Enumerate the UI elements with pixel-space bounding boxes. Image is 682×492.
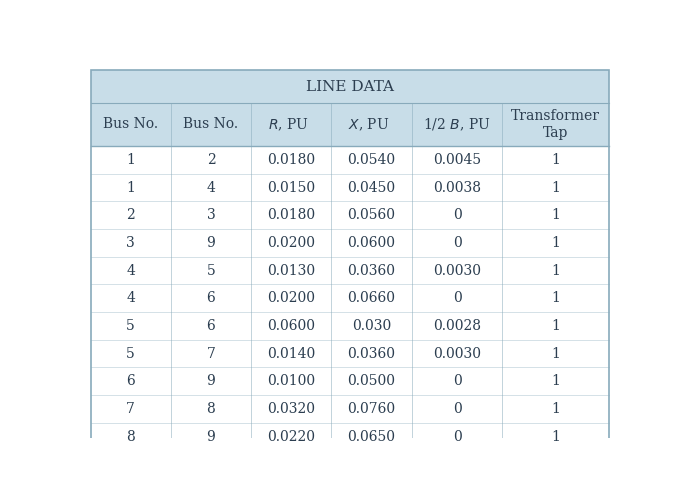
Text: $\it{X}$, PU: $\it{X}$, PU: [349, 116, 389, 132]
Text: 0.0030: 0.0030: [433, 346, 481, 361]
Text: 2: 2: [126, 208, 135, 222]
Text: 9: 9: [207, 430, 216, 444]
Text: 0: 0: [453, 374, 462, 388]
Text: 5: 5: [126, 319, 135, 333]
Text: 0: 0: [453, 236, 462, 250]
Text: 0.0030: 0.0030: [433, 264, 481, 277]
Text: 1/2 $\it{B}$, PU: 1/2 $\it{B}$, PU: [424, 116, 491, 132]
Text: 0.0600: 0.0600: [267, 319, 315, 333]
Text: 5: 5: [126, 346, 135, 361]
Text: 1: 1: [551, 430, 560, 444]
Text: 0.0200: 0.0200: [267, 291, 315, 305]
Text: $\it{R}$, PU: $\it{R}$, PU: [268, 116, 309, 132]
Text: 1: 1: [551, 291, 560, 305]
Text: 1: 1: [126, 181, 135, 195]
Text: 8: 8: [126, 430, 135, 444]
Text: 0.0560: 0.0560: [348, 208, 396, 222]
Text: 1: 1: [126, 153, 135, 167]
Text: 0.0028: 0.0028: [433, 319, 481, 333]
Text: 0.0180: 0.0180: [267, 153, 315, 167]
Text: 6: 6: [207, 319, 216, 333]
Text: 8: 8: [207, 402, 216, 416]
Text: 0.030: 0.030: [352, 319, 391, 333]
Text: 1: 1: [551, 319, 560, 333]
Text: 0.0200: 0.0200: [267, 236, 315, 250]
Text: 4: 4: [207, 181, 216, 195]
Text: Bus No.: Bus No.: [183, 118, 239, 131]
Text: 6: 6: [126, 374, 135, 388]
Text: 1: 1: [551, 181, 560, 195]
Text: Tap: Tap: [543, 126, 568, 140]
Text: 7: 7: [126, 402, 135, 416]
Text: 0.0360: 0.0360: [348, 346, 396, 361]
Text: Bus No.: Bus No.: [103, 118, 158, 131]
Text: 0.0540: 0.0540: [347, 153, 396, 167]
Text: 0.0100: 0.0100: [267, 374, 315, 388]
Text: 0.0045: 0.0045: [433, 153, 481, 167]
Text: 2: 2: [207, 153, 216, 167]
Text: 0: 0: [453, 208, 462, 222]
Text: 0: 0: [453, 430, 462, 444]
Text: 0.0600: 0.0600: [348, 236, 396, 250]
Text: 1: 1: [551, 346, 560, 361]
Text: 0.0140: 0.0140: [267, 346, 315, 361]
Text: 0.0450: 0.0450: [347, 181, 396, 195]
Text: 1: 1: [551, 402, 560, 416]
Text: 0.0660: 0.0660: [348, 291, 396, 305]
Text: 0.0320: 0.0320: [267, 402, 315, 416]
Text: LINE DATA: LINE DATA: [306, 80, 394, 93]
Text: 1: 1: [551, 153, 560, 167]
Text: 0.0650: 0.0650: [348, 430, 396, 444]
Text: 0: 0: [453, 402, 462, 416]
Text: 0.0038: 0.0038: [433, 181, 481, 195]
Text: 9: 9: [207, 236, 216, 250]
Text: 3: 3: [126, 236, 135, 250]
Text: 0: 0: [453, 291, 462, 305]
Text: 1: 1: [551, 374, 560, 388]
Text: 3: 3: [207, 208, 216, 222]
Text: 9: 9: [207, 374, 216, 388]
Bar: [91, 70, 608, 103]
Text: 0.0360: 0.0360: [348, 264, 396, 277]
Text: 5: 5: [207, 264, 216, 277]
Text: Transformer: Transformer: [511, 109, 600, 123]
Text: 0.0500: 0.0500: [348, 374, 396, 388]
Text: 4: 4: [126, 291, 135, 305]
Text: 4: 4: [126, 264, 135, 277]
Bar: [91, 146, 608, 450]
Text: 1: 1: [551, 208, 560, 222]
Text: 1: 1: [551, 236, 560, 250]
Text: 0.0130: 0.0130: [267, 264, 315, 277]
Text: 0.0150: 0.0150: [267, 181, 315, 195]
Bar: [91, 103, 608, 146]
Text: 0.0180: 0.0180: [267, 208, 315, 222]
Text: 0.0220: 0.0220: [267, 430, 315, 444]
Text: 6: 6: [207, 291, 216, 305]
Text: 7: 7: [207, 346, 216, 361]
Text: 1: 1: [551, 264, 560, 277]
Text: 0.0760: 0.0760: [347, 402, 396, 416]
